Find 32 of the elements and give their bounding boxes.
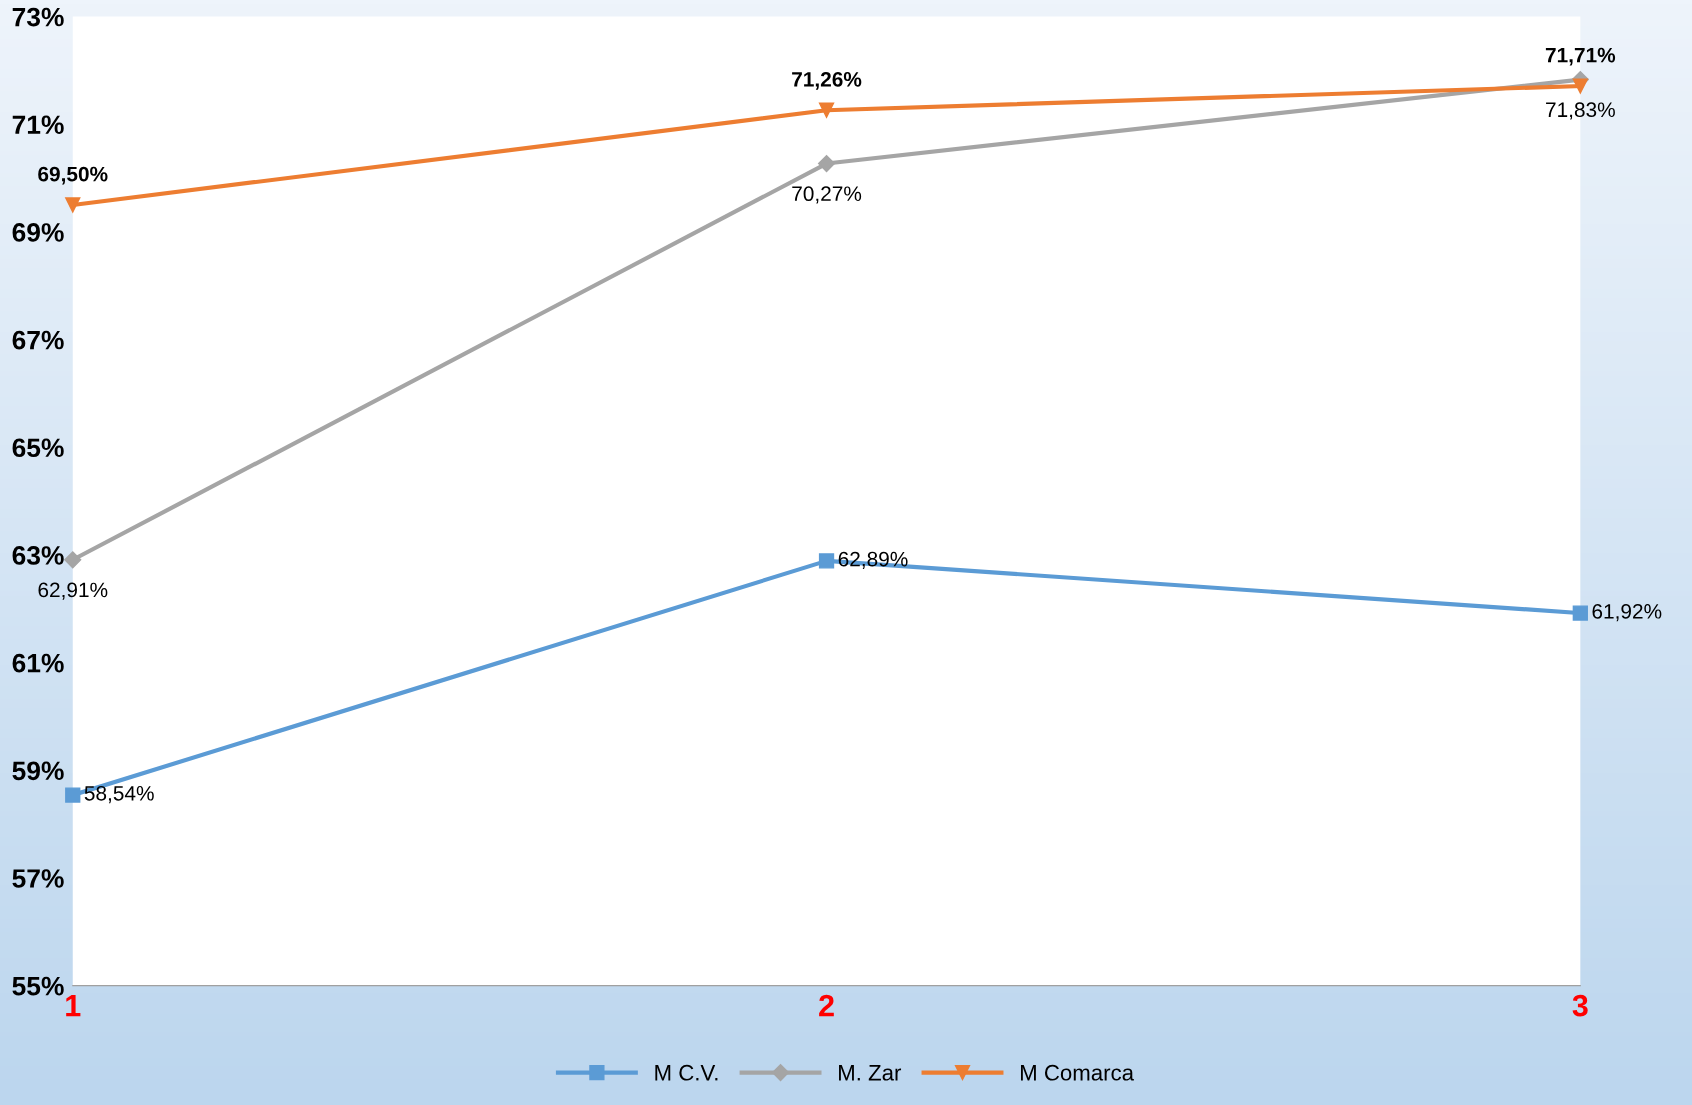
y-tick-label: 73% [12,7,64,27]
point [65,787,81,803]
legend-label: M C.V. [655,1064,718,1081]
data-label: 58,54% [84,785,154,804]
data-label: 71,71% [1545,47,1616,66]
x-tick-label: 3 [1572,994,1588,1017]
y-tick-label: 69% [12,223,64,242]
point [65,197,81,213]
legend-label: M Comarca [1021,1064,1135,1081]
y-tick-label: 59% [12,761,64,781]
y-tick-label: 61% [12,653,64,673]
point [818,102,835,118]
point [818,553,835,569]
point [817,155,836,173]
point [1572,605,1588,621]
point [1572,78,1588,94]
y-tick-label: 65% [12,438,64,458]
data-label: 70,27% [792,186,862,204]
data-label: 61,92% [1592,603,1662,622]
data-label: 69,50% [38,166,108,185]
data-label: 71,26% [792,71,862,90]
y-tick-label: 57% [12,869,64,888]
data-label: 62,91% [38,582,108,600]
legend-label: M. Zar [839,1065,902,1081]
x-tick-label: 1 [66,995,81,1017]
data-label: 71,83% [1546,102,1615,120]
x-tick-label: 2 [819,994,834,1017]
y-tick-label: 63% [12,546,64,565]
y-tick-label: 71% [12,115,64,135]
y-tick-label: 55% [12,976,64,996]
y-tick-label: 67% [12,330,64,350]
point [64,551,82,569]
